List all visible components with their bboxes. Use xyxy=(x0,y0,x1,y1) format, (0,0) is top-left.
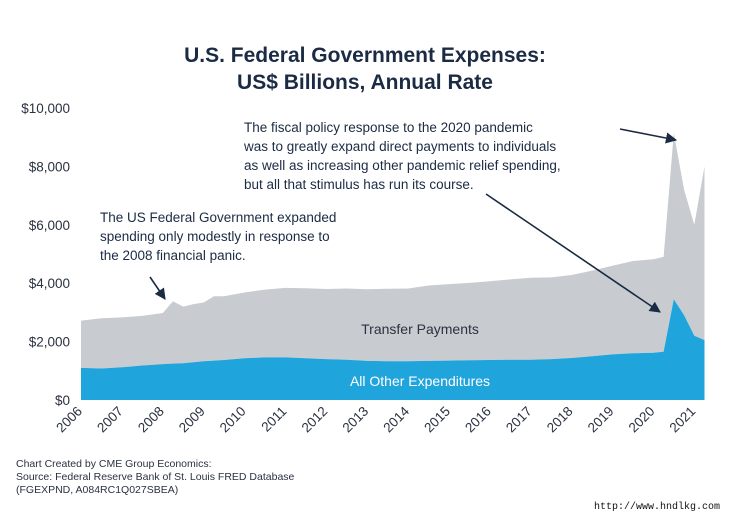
footer-series-ids: (FGEXPND, A084RC1Q027SBEA) xyxy=(16,484,179,496)
chart-title-line: U.S. Federal Government Expenses: xyxy=(184,44,546,67)
x-tick-label: 2014 xyxy=(380,403,412,435)
arrow-to-2020-other xyxy=(485,193,661,313)
x-tick-label: 2018 xyxy=(544,404,576,436)
annotation-pandemic-line: The fiscal policy response to the 2020 p… xyxy=(244,120,533,135)
chart-footer: Chart Created by CME Group Economics: So… xyxy=(16,458,294,497)
x-tick-label: 2013 xyxy=(339,404,371,436)
all-other-expenditures-area xyxy=(81,299,705,400)
x-tick-label: 2020 xyxy=(626,404,658,436)
y-axis: $0 $2,000 $4,000 $6,000 $8,000 $10,000 xyxy=(21,101,70,408)
x-tick-label: 2008 xyxy=(135,404,167,436)
x-tick-label: 2016 xyxy=(462,404,494,436)
chart-title-line: US$ Billions, Annual Rate xyxy=(237,71,493,94)
x-tick-label: 2012 xyxy=(299,404,331,436)
chart-areas xyxy=(81,133,705,400)
x-tick-label: 2021 xyxy=(667,404,699,436)
arrow-to-2008 xyxy=(149,276,166,300)
chart-title: U.S. Federal Government Expenses: US$ Bil… xyxy=(184,44,546,94)
y-tick-label: $6,000 xyxy=(29,218,70,233)
y-tick-label: $10,000 xyxy=(21,101,70,116)
arrow-to-2020-peak xyxy=(619,128,678,144)
x-axis: 2006 2007 2008 2009 2010 2011 2012 2013 2014 2015… xyxy=(53,403,698,435)
x-tick-label: 2006 xyxy=(53,404,85,436)
x-tick-label: 2019 xyxy=(585,404,617,436)
annotation-pandemic-line: was to greatly expand direct payments to… xyxy=(243,139,556,154)
y-tick-label: $2,000 xyxy=(29,335,70,350)
annotation-pandemic-line: as well as increasing other pandemic rel… xyxy=(244,158,561,173)
x-tick-label: 2017 xyxy=(503,404,535,436)
x-tick-label: 2015 xyxy=(421,404,453,436)
watermark: http://www.hndlkg.com xyxy=(594,502,721,513)
annotation-2008-line: the 2008 financial panic. xyxy=(100,248,246,263)
annotation-2008-line: spending only modestly in response to xyxy=(100,229,330,244)
transfer-payments-area xyxy=(81,133,705,369)
all-other-expenditures-label: All Other Expenditures xyxy=(350,373,490,389)
annotations: The fiscal policy response to the 2020 p… xyxy=(100,120,678,313)
footer-credit: Chart Created by CME Group Economics: xyxy=(16,458,212,470)
x-tick-label: 2010 xyxy=(217,404,249,436)
x-tick-label: 2009 xyxy=(176,404,208,436)
footer-source: Source: Federal Reserve Bank of St. Loui… xyxy=(16,471,295,483)
annotation-2008-line: The US Federal Government expanded xyxy=(100,210,336,225)
y-tick-label: $4,000 xyxy=(29,276,70,291)
y-tick-label: $8,000 xyxy=(29,159,70,174)
series-labels: Transfer Payments All Other Expenditures xyxy=(350,321,490,389)
x-tick-label: 2007 xyxy=(94,404,126,436)
x-tick-label: 2011 xyxy=(258,404,289,435)
annotation-pandemic-line: but all that stimulus has run its course… xyxy=(244,177,474,192)
y-tick-label: $0 xyxy=(55,393,70,408)
transfer-payments-label: Transfer Payments xyxy=(361,321,479,337)
